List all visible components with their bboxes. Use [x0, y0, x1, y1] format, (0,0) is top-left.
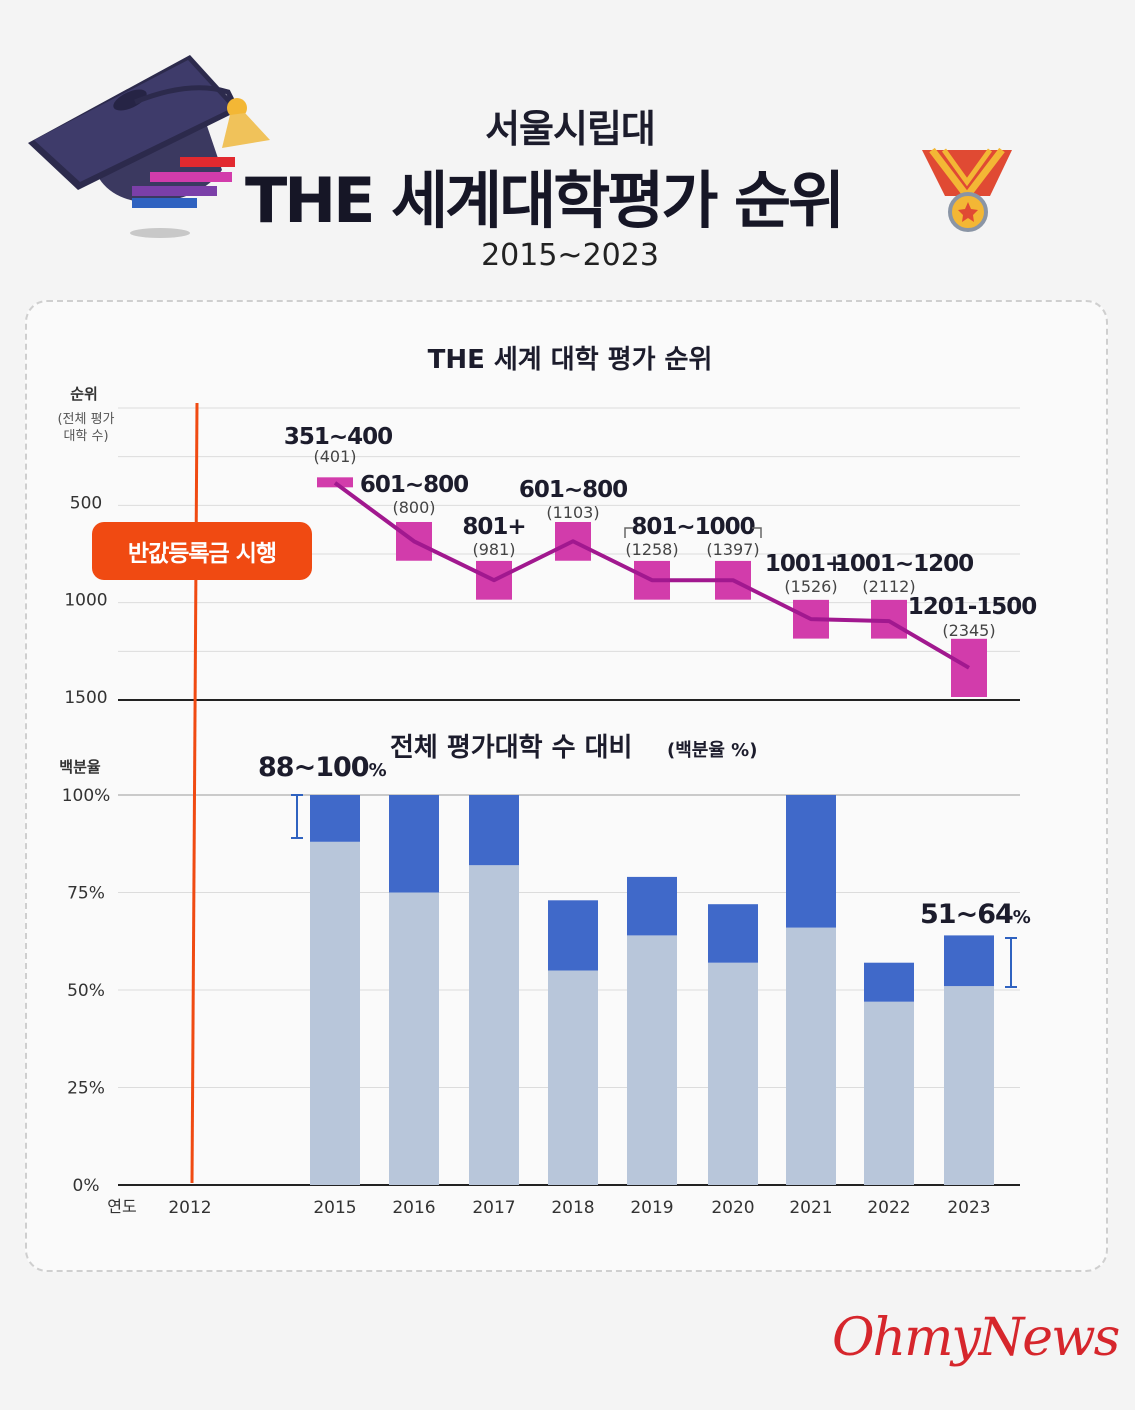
rank-range-label: 1001~1200 — [835, 551, 973, 577]
bar-tick-label: 0% — [73, 1176, 100, 1196]
bar-lower-2021 — [786, 927, 836, 1185]
x-tick-2021: 2021 — [789, 1198, 832, 1218]
bar-upper-2022 — [864, 962, 914, 1002]
x-tick-2016: 2016 — [392, 1198, 435, 1218]
bar-lower-2023 — [944, 986, 994, 1185]
rank-marker-2023 — [951, 638, 987, 697]
rank-axis-sublabel: (전체 평가 — [57, 412, 114, 427]
range-annotation: 88~100% — [258, 752, 387, 783]
brand-logo: OhmyNews — [832, 1308, 1120, 1368]
bar-upper-2021 — [786, 795, 836, 928]
bar-upper-2019 — [627, 876, 677, 936]
medal-icon — [922, 147, 1012, 232]
x-tick-2012: 2012 — [168, 1198, 211, 1218]
policy-line-2012 — [190, 402, 199, 1184]
x-tick-2015: 2015 — [313, 1198, 356, 1218]
bar-lower-2017 — [469, 865, 519, 1185]
bar-upper-2015 — [310, 795, 360, 842]
rank-total-label: (2112) — [862, 577, 915, 596]
rank-total-label: (1258) — [625, 540, 678, 559]
x-tick-2022: 2022 — [867, 1198, 910, 1218]
rank-tick-label: 500 — [70, 493, 102, 513]
rank-total-label: (1103) — [546, 503, 599, 522]
bar-tick-label: 50% — [67, 981, 105, 1001]
rank-range-label: 1001+ — [765, 551, 843, 577]
bar-upper-2016 — [389, 795, 439, 893]
bar-upper-2023 — [944, 935, 994, 987]
header-period: 2015~2023 — [481, 238, 659, 273]
bar-chart-title-suffix: (백분율 %) — [667, 740, 757, 761]
bar-lower-2022 — [864, 1001, 914, 1185]
rank-total-label: (981) — [472, 540, 515, 559]
rank-total-label: (2345) — [942, 621, 995, 640]
rank-range-label: 351~400 — [284, 424, 392, 450]
bar-lower-2018 — [548, 970, 598, 1185]
header-subtitle: 서울시립대 — [485, 107, 656, 151]
rank-chart-title: THE 세계 대학 평가 순위 — [428, 345, 713, 375]
rank-tick-label: 1500 — [64, 688, 107, 708]
bar-tick-label: 25% — [67, 1079, 105, 1099]
bar-lower-2019 — [627, 935, 677, 1185]
graduation-cap-icon — [28, 55, 270, 238]
rank-total-label: (800) — [392, 498, 435, 517]
rank-range-label: 601~800 — [360, 472, 468, 498]
bar-upper-2018 — [548, 900, 598, 971]
x-tick-2017: 2017 — [472, 1198, 515, 1218]
x-tick-2018: 2018 — [551, 1198, 594, 1218]
rank-tick-label: 1000 — [64, 591, 107, 611]
bar-tick-label: 75% — [67, 884, 105, 904]
range-bracket — [1005, 937, 1017, 988]
range-bracket — [291, 794, 303, 839]
policy-badge: 반값등록금 시행 — [92, 522, 312, 580]
bar-lower-2016 — [389, 892, 439, 1185]
rank-total-label: (1397) — [706, 540, 759, 559]
bar-upper-2017 — [469, 795, 519, 866]
range-annotation: 51~64% — [920, 899, 1031, 930]
rank-range-label: 601~800 — [519, 477, 627, 503]
rank-total-label: (1526) — [784, 577, 837, 596]
rank-total-label: (401) — [313, 447, 356, 466]
x-axis-label: 연도 — [107, 1197, 136, 1216]
rank-range-label: 801+ — [462, 514, 525, 540]
x-tick-2023: 2023 — [947, 1198, 990, 1218]
bar-tick-label: 100% — [62, 786, 111, 806]
rank-range-label: 801~1000 — [631, 514, 754, 540]
bar-upper-2020 — [708, 904, 758, 963]
bar-axis-label: 백분율 — [59, 758, 101, 776]
rank-line — [333, 481, 971, 670]
rank-axis-sublabel: 대학 수) — [63, 429, 108, 444]
header: 서울시립대 THE 세계대학평가 순위 2015~2023 — [0, 0, 1135, 290]
rank-range-label: 1201-1500 — [908, 594, 1037, 620]
bar-lower-2020 — [708, 962, 758, 1185]
rank-marker-2015 — [317, 477, 353, 488]
x-tick-2019: 2019 — [630, 1198, 673, 1218]
bar-chart-title: 전체 평가대학 수 대비 — [390, 733, 632, 763]
x-tick-2020: 2020 — [711, 1198, 754, 1218]
rank-axis-label: 순위 — [70, 385, 98, 403]
rank-group-bracket — [624, 527, 762, 538]
header-title: THE 세계대학평가 순위 — [245, 164, 845, 237]
bar-lower-2015 — [310, 841, 360, 1185]
